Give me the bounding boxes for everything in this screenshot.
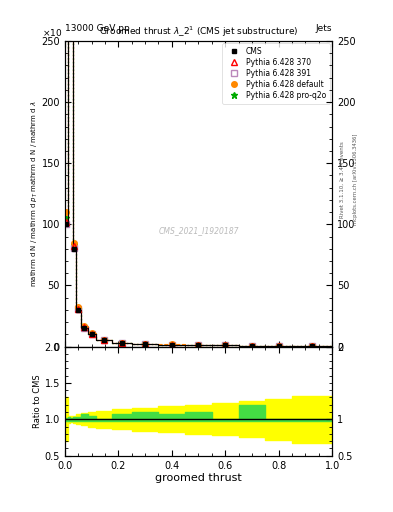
Pythia 6.428 default <box>82 323 86 329</box>
Pythia 6.428 391 <box>82 325 86 331</box>
CMS <box>89 331 94 337</box>
CMS <box>119 340 124 346</box>
Pythia 6.428 default <box>76 304 81 310</box>
Pythia 6.428 370 <box>76 306 81 312</box>
Line: Pythia 6.428 pro-q2o: Pythia 6.428 pro-q2o <box>63 0 316 349</box>
CMS <box>276 343 281 349</box>
Pythia 6.428 default <box>143 340 147 347</box>
Line: Pythia 6.428 391: Pythia 6.428 391 <box>63 0 315 349</box>
CMS <box>64 221 68 227</box>
Pythia 6.428 391 <box>310 343 314 349</box>
CMS <box>250 343 254 349</box>
Title: Groomed thrust $\lambda\_2^1$ (CMS jet substructure): Groomed thrust $\lambda\_2^1$ (CMS jet s… <box>99 25 298 39</box>
Pythia 6.428 370 <box>69 0 74 1</box>
Pythia 6.428 default <box>64 209 68 215</box>
Pythia 6.428 370 <box>276 343 281 349</box>
Pythia 6.428 pro-q2o <box>82 324 86 330</box>
Pythia 6.428 pro-q2o <box>64 215 68 221</box>
Pythia 6.428 default <box>72 240 77 246</box>
CMS <box>76 307 81 313</box>
Pythia 6.428 pro-q2o <box>76 305 81 311</box>
Pythia 6.428 default <box>119 339 124 346</box>
CMS <box>143 341 147 347</box>
Pythia 6.428 391 <box>89 331 94 337</box>
Pythia 6.428 391 <box>196 342 201 348</box>
Pythia 6.428 391 <box>72 244 77 250</box>
Pythia 6.428 370 <box>169 342 174 348</box>
Pythia 6.428 370 <box>119 339 124 346</box>
Pythia 6.428 default <box>310 343 314 349</box>
Pythia 6.428 391 <box>119 339 124 346</box>
CMS <box>310 343 314 349</box>
Pythia 6.428 pro-q2o <box>310 343 314 349</box>
Pythia 6.428 pro-q2o <box>250 343 254 349</box>
Pythia 6.428 default <box>101 337 106 343</box>
Pythia 6.428 default <box>250 343 254 349</box>
CMS <box>101 337 106 344</box>
Pythia 6.428 pro-q2o <box>169 342 174 348</box>
Pythia 6.428 391 <box>101 337 106 344</box>
Line: CMS: CMS <box>64 0 314 348</box>
CMS <box>72 246 77 252</box>
Pythia 6.428 391 <box>250 343 254 349</box>
Pythia 6.428 default <box>223 342 228 348</box>
Text: $\times$10: $\times$10 <box>42 27 62 38</box>
Pythia 6.428 default <box>89 330 94 336</box>
Pythia 6.428 pro-q2o <box>119 339 124 346</box>
CMS <box>196 342 201 348</box>
Pythia 6.428 default <box>276 343 281 349</box>
Pythia 6.428 370 <box>101 337 106 344</box>
Pythia 6.428 370 <box>143 341 147 347</box>
Text: Rivet 3.1.10, ≥ 3.4M events: Rivet 3.1.10, ≥ 3.4M events <box>340 141 345 218</box>
Pythia 6.428 pro-q2o <box>89 331 94 337</box>
X-axis label: groomed thrust: groomed thrust <box>155 473 242 483</box>
Text: CMS_2021_I1920187: CMS_2021_I1920187 <box>158 226 239 235</box>
Pythia 6.428 391 <box>76 306 81 312</box>
Legend: CMS, Pythia 6.428 370, Pythia 6.428 391, Pythia 6.428 default, Pythia 6.428 pro-: CMS, Pythia 6.428 370, Pythia 6.428 391,… <box>222 43 330 103</box>
Pythia 6.428 391 <box>169 342 174 348</box>
Pythia 6.428 default <box>196 342 201 348</box>
Pythia 6.428 pro-q2o <box>143 341 147 347</box>
Pythia 6.428 pro-q2o <box>72 242 77 248</box>
Pythia 6.428 370 <box>64 219 68 225</box>
Pythia 6.428 370 <box>89 331 94 337</box>
Pythia 6.428 default <box>169 342 174 348</box>
CMS <box>169 342 174 348</box>
CMS <box>69 1 74 7</box>
Pythia 6.428 391 <box>223 342 228 348</box>
Pythia 6.428 pro-q2o <box>223 342 228 348</box>
CMS <box>82 325 86 331</box>
Y-axis label: Ratio to CMS: Ratio to CMS <box>33 374 42 428</box>
Pythia 6.428 391 <box>64 221 68 227</box>
Pythia 6.428 391 <box>143 341 147 347</box>
Text: Jets: Jets <box>316 24 332 33</box>
Pythia 6.428 370 <box>310 343 314 349</box>
Pythia 6.428 391 <box>276 343 281 349</box>
CMS <box>223 342 228 348</box>
Pythia 6.428 pro-q2o <box>276 343 281 349</box>
Text: 13000 GeV pp: 13000 GeV pp <box>65 24 130 33</box>
Pythia 6.428 391 <box>69 1 74 7</box>
Pythia 6.428 370 <box>82 324 86 330</box>
Pythia 6.428 370 <box>223 342 228 348</box>
Line: Pythia 6.428 370: Pythia 6.428 370 <box>63 0 315 349</box>
Line: Pythia 6.428 default: Pythia 6.428 default <box>63 0 315 349</box>
Text: mcplots.cern.ch [arXiv:1306.3436]: mcplots.cern.ch [arXiv:1306.3436] <box>353 134 358 225</box>
Pythia 6.428 370 <box>250 343 254 349</box>
Pythia 6.428 pro-q2o <box>101 337 106 344</box>
Pythia 6.428 pro-q2o <box>196 342 201 348</box>
Pythia 6.428 370 <box>72 243 77 249</box>
Y-axis label: mathrm d N / mathrm d $p_T$ mathrm d N / mathrm d $\lambda$: mathrm d N / mathrm d $p_T$ mathrm d N /… <box>30 100 40 287</box>
Pythia 6.428 370 <box>196 342 201 348</box>
